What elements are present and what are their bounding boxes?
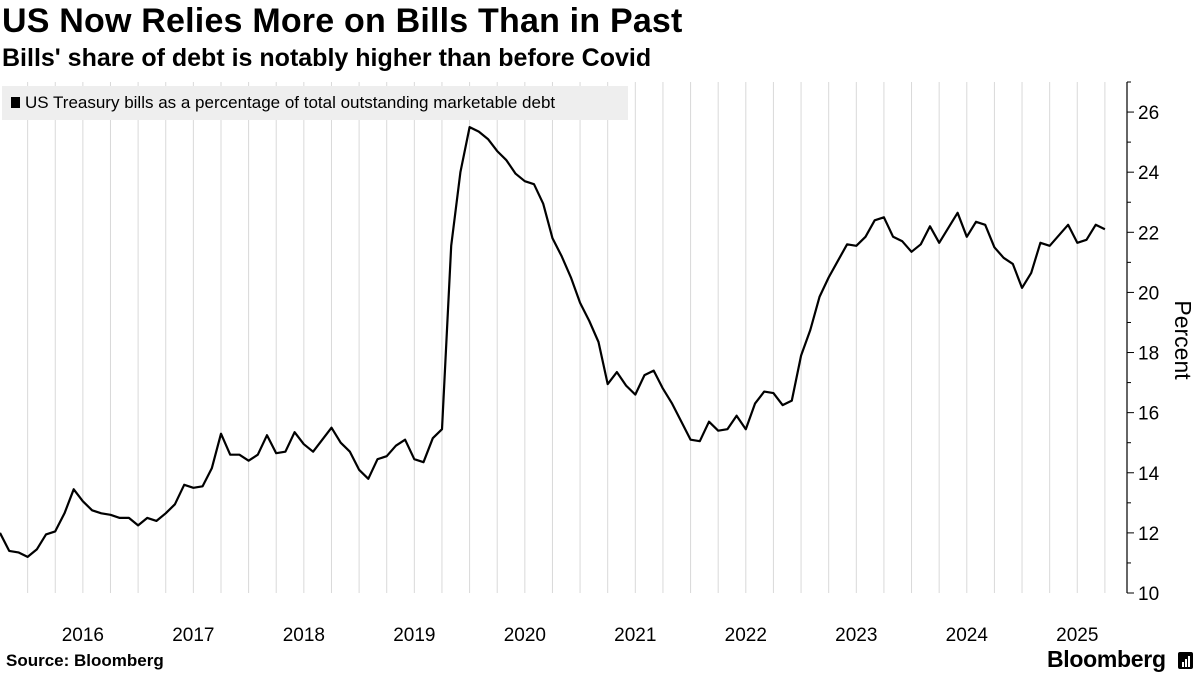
- brand-logo: Bloomberg: [1047, 646, 1166, 672]
- x-tick-label: 2020: [504, 625, 546, 646]
- series-line: [0, 125, 1106, 559]
- legend-swatch: [11, 97, 20, 108]
- bloomberg-terminal-icon: [1178, 652, 1193, 669]
- y-tick-label: 10: [1138, 584, 1159, 605]
- y-tick-label: 12: [1138, 524, 1159, 545]
- y-tick-label: 20: [1138, 283, 1159, 304]
- x-tick-label: 2025: [1056, 625, 1098, 646]
- y-tick-label: 26: [1138, 103, 1159, 124]
- x-tick-label: 2024: [946, 625, 989, 646]
- vertical-gridlines: [27, 82, 1106, 593]
- x-tick-label: 2023: [835, 625, 877, 646]
- source-note: Source: Bloomberg: [6, 651, 164, 670]
- x-tick-label: 2019: [393, 625, 435, 646]
- y-tick-label: 14: [1138, 464, 1160, 485]
- chart-title: US Now Relies More on Bills Than in Past: [2, 2, 683, 40]
- y-tick-label: 24: [1138, 163, 1160, 184]
- y-axis: 10 12 14 16 18 20 22 24 26: [1126, 81, 1160, 605]
- legend: US Treasury bills as a percentage of tot…: [2, 86, 628, 120]
- x-tick-label: 2017: [172, 625, 214, 646]
- x-tick-label: 2016: [62, 625, 104, 646]
- x-tick-label: 2021: [614, 625, 656, 646]
- legend-label: US Treasury bills as a percentage of tot…: [25, 93, 555, 112]
- legend-background: [2, 86, 628, 120]
- y-tick-label: 22: [1138, 223, 1159, 244]
- chart-subtitle: Bills' share of debt is notably higher t…: [2, 44, 652, 72]
- y-axis-label: Percent: [1170, 300, 1196, 380]
- x-tick-label: 2018: [283, 625, 325, 646]
- y-tick-label: 18: [1138, 344, 1159, 365]
- x-axis: 2016 2017 2018 2019 2020 2021 2022 2023 2024 2025: [62, 625, 1099, 646]
- series-line-layer: [0, 125, 1106, 559]
- x-tick-label: 2022: [725, 625, 767, 646]
- y-tick-label: 16: [1138, 404, 1159, 425]
